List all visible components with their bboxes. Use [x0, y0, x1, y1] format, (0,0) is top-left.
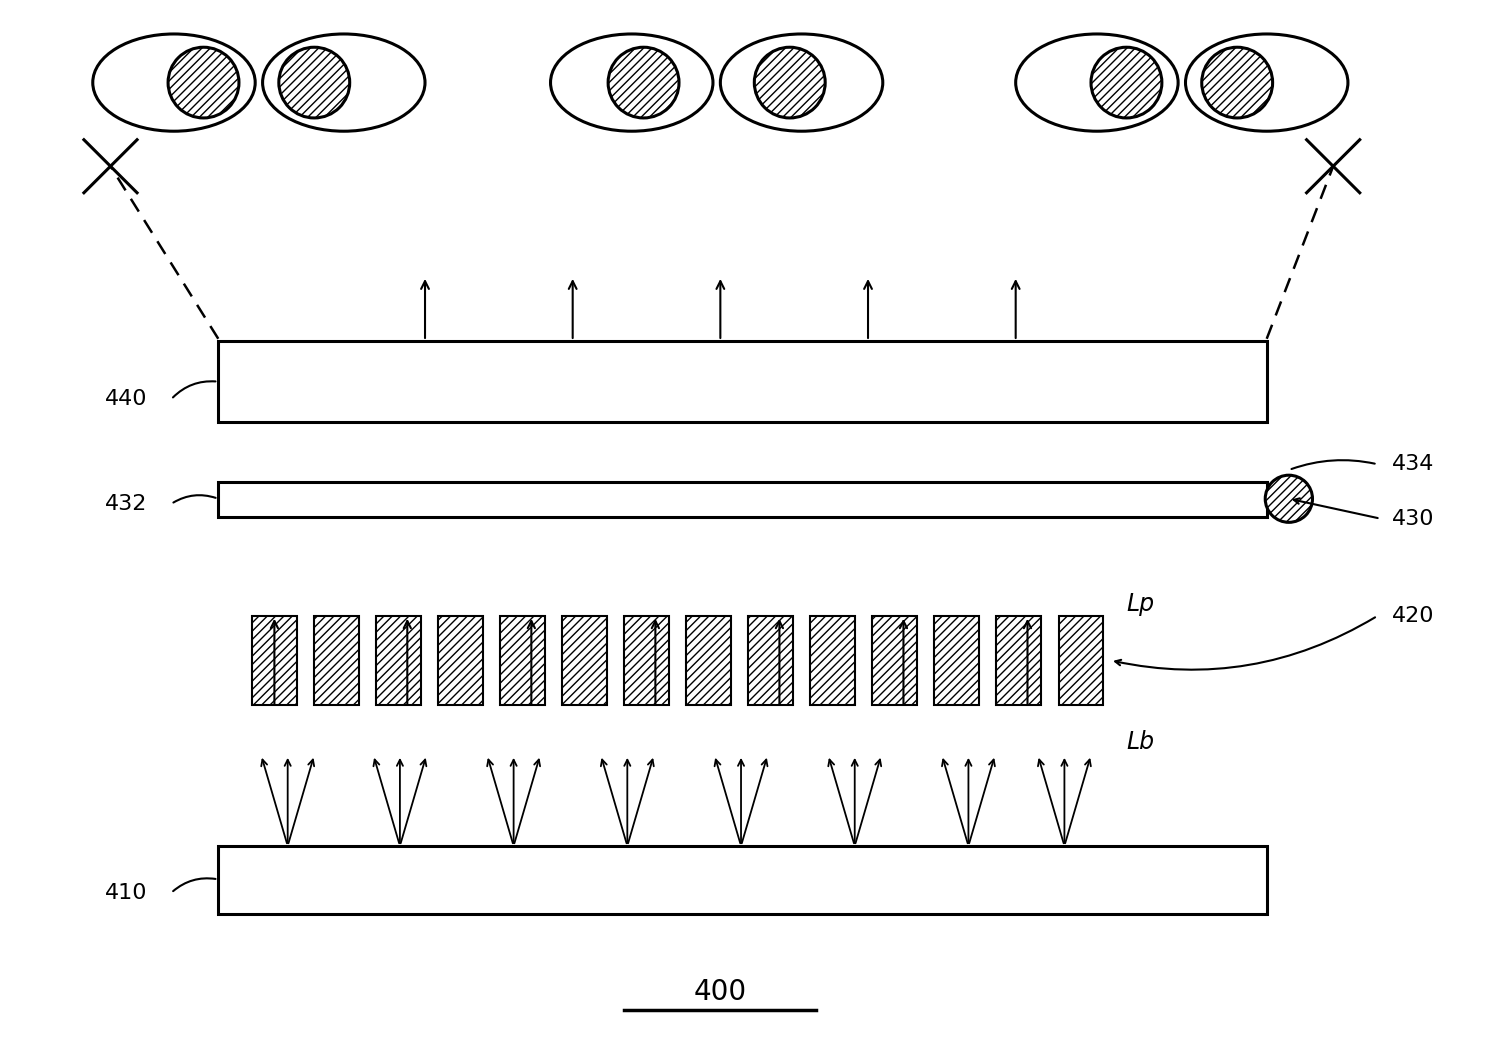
Bar: [563, 616, 607, 705]
Text: 434: 434: [1393, 454, 1435, 474]
Bar: [748, 616, 793, 705]
Ellipse shape: [1091, 47, 1161, 118]
Bar: [934, 616, 979, 705]
Text: 400: 400: [693, 978, 747, 1006]
Bar: [218, 340, 1267, 423]
Bar: [1059, 616, 1103, 705]
Ellipse shape: [1265, 475, 1313, 523]
Text: 440: 440: [104, 389, 147, 409]
Bar: [218, 482, 1267, 516]
Bar: [500, 616, 545, 705]
Text: Lp: Lp: [1127, 592, 1154, 616]
Text: 410: 410: [104, 883, 147, 903]
Bar: [218, 846, 1267, 914]
Bar: [315, 616, 358, 705]
Bar: [811, 616, 855, 705]
Text: 432: 432: [104, 494, 147, 514]
Text: Lb: Lb: [1127, 730, 1154, 754]
Bar: [873, 616, 916, 705]
Text: 420: 420: [1393, 606, 1435, 626]
Bar: [438, 616, 483, 705]
Ellipse shape: [609, 47, 679, 118]
Bar: [624, 616, 668, 705]
Bar: [252, 616, 297, 705]
Bar: [376, 616, 420, 705]
Ellipse shape: [168, 47, 239, 118]
Text: 430: 430: [1393, 509, 1435, 529]
Bar: [686, 616, 731, 705]
Bar: [996, 616, 1041, 705]
Ellipse shape: [1201, 47, 1273, 118]
Ellipse shape: [279, 47, 349, 118]
Ellipse shape: [754, 47, 826, 118]
